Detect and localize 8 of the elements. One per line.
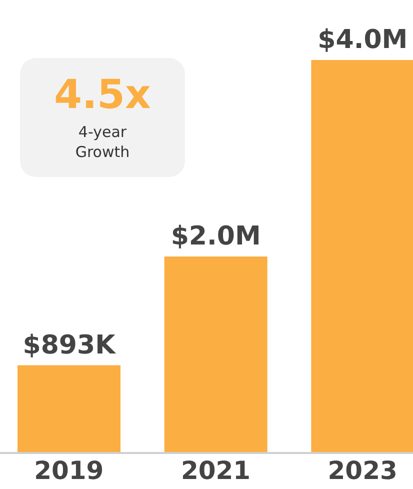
annotation: 4-year Growth <box>74 122 131 162</box>
data-label: $4.0M <box>318 25 408 55</box>
x-tick-label: 2023 <box>328 456 398 485</box>
x-tick-label: 2019 <box>34 456 104 485</box>
x-tick-label: 2021 <box>180 456 251 485</box>
data-label: $2.0M <box>170 222 261 252</box>
annotation: 4.5x <box>53 72 152 118</box>
data-label: $893K <box>22 330 116 360</box>
